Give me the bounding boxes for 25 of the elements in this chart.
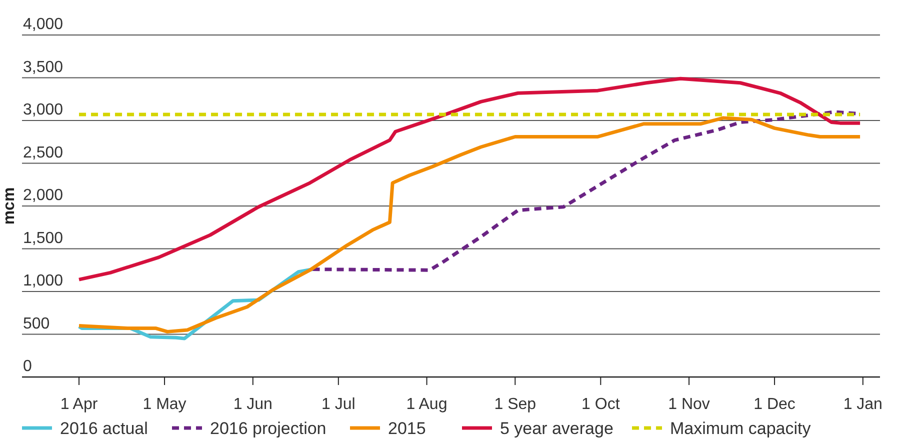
x-tick-label: 1 Apr	[60, 396, 98, 413]
y-tick-label: 3,000	[23, 102, 64, 118]
y-tick-label: 500	[23, 315, 50, 332]
y-tick-label: 0	[23, 358, 32, 375]
y-tick-label: 2,000	[23, 187, 64, 204]
legend-label: 2016 actual	[60, 419, 148, 438]
x-tick-label: 1 Oct	[582, 396, 620, 413]
x-tick-label: 1 Dec	[754, 396, 796, 413]
x-tick-label: 1 May	[142, 396, 186, 413]
y-axis-title: mcm	[1, 187, 18, 225]
y-tick-label: 4,000	[23, 16, 64, 33]
y-tick-label: 1,500	[23, 230, 64, 247]
legend-label: 2015	[388, 419, 426, 438]
x-tick-label: 1 Jun	[233, 396, 272, 413]
legend-label: 2016 projection	[210, 419, 326, 438]
x-tick-label: 1 Jul	[322, 396, 356, 413]
x-tick-label: 1 Sep	[494, 396, 536, 413]
y-tick-label: 3,500	[23, 58, 64, 76]
y-tick-label: 2,500	[23, 144, 64, 162]
legend-label: 5 year average	[500, 419, 614, 438]
x-tick-label: 1 Nov	[668, 396, 710, 413]
legend-label: Maximum capacity	[670, 419, 812, 438]
x-tick-label: 1 Aug	[406, 396, 448, 413]
x-tick-label: 1 Jan	[843, 396, 882, 413]
y-tick-label: 1,000	[23, 272, 64, 290]
